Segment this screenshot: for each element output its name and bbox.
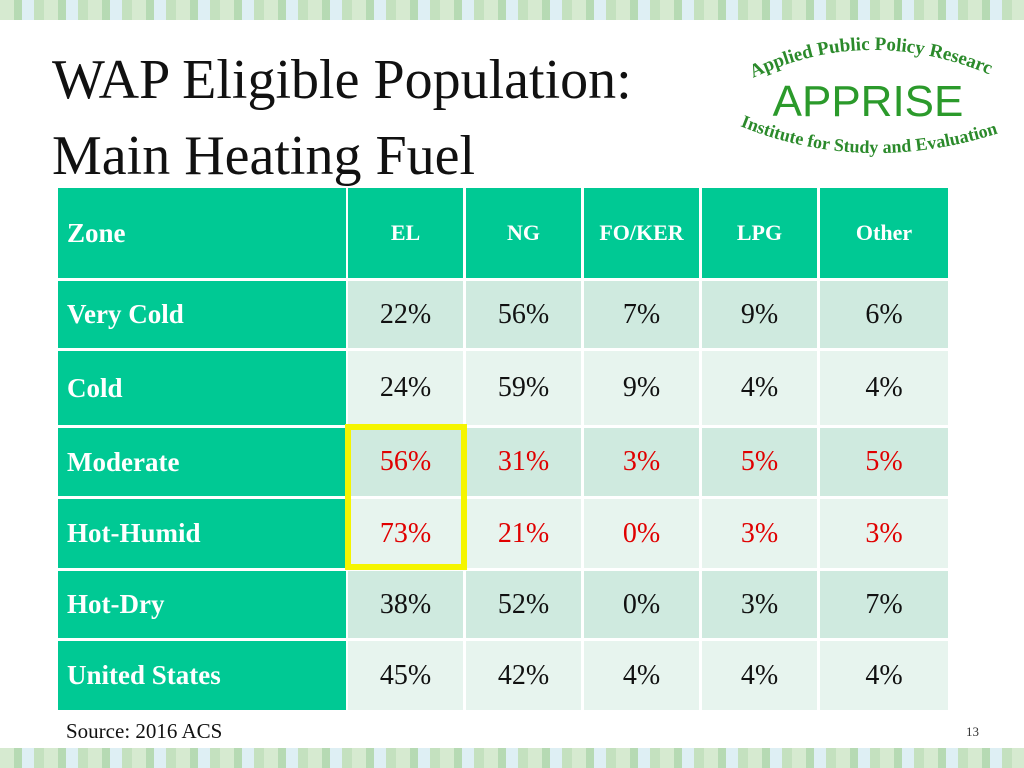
table-cell: 4%	[820, 351, 948, 425]
table-cell: 38%	[348, 571, 463, 638]
column-header: Other	[820, 188, 948, 278]
table-cell: 9%	[702, 281, 817, 348]
row-label: Moderate	[58, 428, 346, 496]
table-cell: 7%	[820, 571, 948, 638]
highlight-box	[345, 424, 467, 570]
table-cell: 22%	[348, 281, 463, 348]
column-header: Zone	[58, 188, 346, 278]
row-label: Cold	[58, 351, 346, 425]
row-label: United States	[58, 641, 346, 710]
table-cell: 3%	[702, 499, 817, 568]
column-header: NG	[466, 188, 581, 278]
table-cell: 4%	[584, 641, 699, 710]
table-cell: 21%	[466, 499, 581, 568]
row-label: Very Cold	[58, 281, 346, 348]
table-cell: 52%	[466, 571, 581, 638]
table-cell: 56%	[466, 281, 581, 348]
table-cell: 3%	[702, 571, 817, 638]
column-header: EL	[348, 188, 463, 278]
row-label: Hot-Dry	[58, 571, 346, 638]
column-header: LPG	[702, 188, 817, 278]
source: Source: 2016 ACS	[66, 719, 223, 743]
table-cell: 5%	[820, 428, 948, 496]
table-cell: 5%	[702, 428, 817, 496]
page-number: 13	[966, 724, 979, 739]
table-cell: 4%	[702, 641, 817, 710]
table-cell: 73%	[348, 499, 463, 568]
table-cell: 0%	[584, 499, 699, 568]
logo-top: Applied Public Policy Research	[728, 28, 995, 82]
table-cell: 42%	[466, 641, 581, 710]
table-cell: 56%	[348, 428, 463, 496]
logo-top-text: Applied Public Policy Research	[728, 28, 995, 82]
top-banner	[0, 0, 1024, 20]
title-line: WAP Eligible Population:	[52, 49, 632, 111]
logo: Applied Public Policy Research APPRISE I…	[728, 28, 999, 157]
table-cell: 31%	[466, 428, 581, 496]
title-line: Main Heating Fuel	[52, 125, 476, 187]
table-cell: 6%	[820, 281, 948, 348]
column-header: FO/KER	[584, 188, 699, 278]
table-cell: 7%	[584, 281, 699, 348]
table-cell: 59%	[466, 351, 581, 425]
table-cell: 3%	[820, 499, 948, 568]
table-cell: 4%	[702, 351, 817, 425]
bottom-banner	[0, 748, 1024, 768]
table-cell: 4%	[820, 641, 948, 710]
table-cell: 3%	[584, 428, 699, 496]
logo-name: APPRISE	[773, 77, 964, 126]
row-label: Hot-Humid	[58, 499, 346, 568]
table-cell: 45%	[348, 641, 463, 710]
table-cell: 24%	[348, 351, 463, 425]
table-cell: 0%	[584, 571, 699, 638]
table-cell: 9%	[584, 351, 699, 425]
